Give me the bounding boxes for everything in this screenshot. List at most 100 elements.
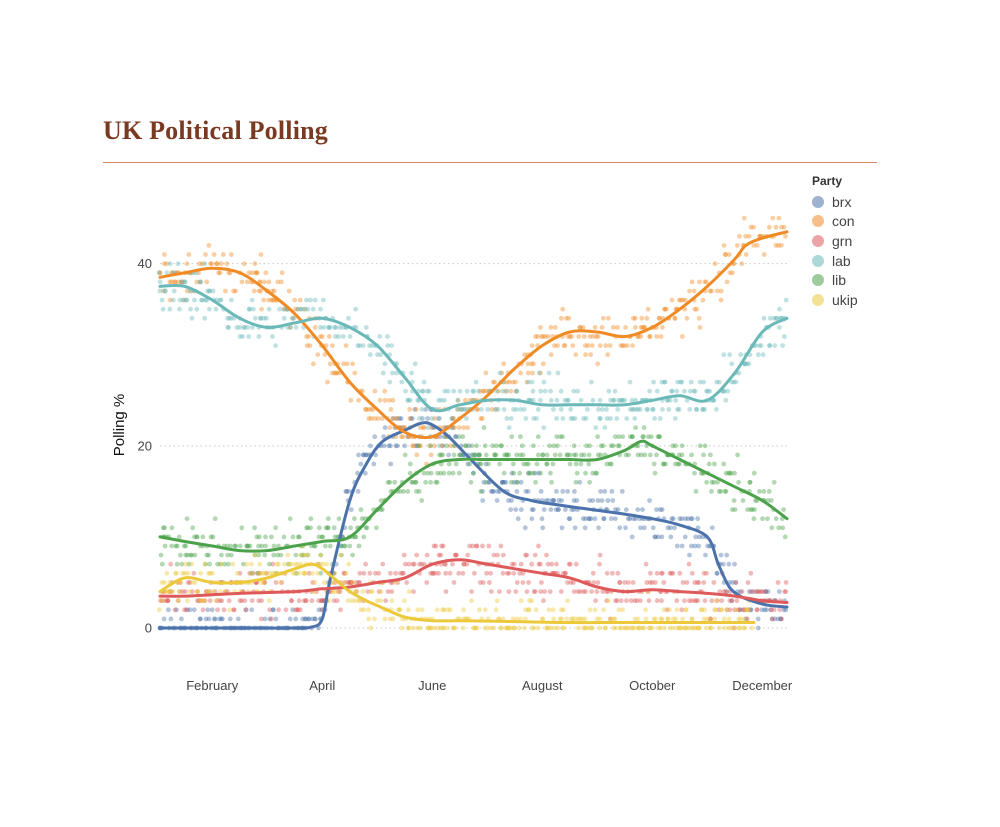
poll-point-grn xyxy=(693,598,699,604)
poll-point-con xyxy=(589,343,595,348)
poll-point-grn xyxy=(566,561,572,567)
poll-point-lab xyxy=(308,297,313,303)
poll-point-lab xyxy=(357,343,363,348)
poll-point-lab xyxy=(464,416,469,421)
poll-point-lab xyxy=(650,407,655,412)
poll-point-con xyxy=(689,279,695,285)
poll-point-lib xyxy=(677,461,682,467)
poll-point-ukip xyxy=(156,607,162,613)
poll-point-lab xyxy=(541,379,547,385)
poll-point-brx xyxy=(703,552,708,558)
poll-point-grn xyxy=(488,570,493,576)
poll-point-lib xyxy=(608,443,614,449)
legend-item-lab[interactable]: lab xyxy=(812,251,858,271)
poll-point-brx xyxy=(623,507,629,512)
poll-point-brx xyxy=(249,607,255,613)
poll-point-lab xyxy=(464,388,470,394)
poll-point-lib xyxy=(325,525,331,531)
poll-point-con xyxy=(343,343,349,348)
poll-point-ukip xyxy=(742,616,747,622)
poll-point-con xyxy=(418,443,423,449)
legend-item-grn[interactable]: grn xyxy=(812,231,858,251)
poll-point-brx xyxy=(720,561,726,567)
poll-point-lib xyxy=(433,479,439,485)
poll-point-brx xyxy=(267,616,273,622)
poll-point-lab xyxy=(476,388,481,394)
poll-point-con xyxy=(490,379,496,385)
poll-point-ukip xyxy=(726,616,732,622)
poll-point-grn xyxy=(684,580,690,585)
poll-point-ukip xyxy=(511,625,517,631)
poll-point-con xyxy=(481,388,487,394)
poll-point-con xyxy=(687,288,692,294)
poll-point-lib xyxy=(528,470,533,476)
poll-point-brx xyxy=(413,443,419,449)
poll-point-con xyxy=(555,343,560,348)
poll-point-brx xyxy=(572,525,578,531)
poll-point-con xyxy=(660,325,665,330)
poll-point-brx xyxy=(554,489,559,494)
poll-point-ukip xyxy=(471,625,477,631)
poll-point-lab xyxy=(599,407,605,412)
poll-point-brx xyxy=(627,516,633,522)
poll-point-brx xyxy=(617,525,623,531)
poll-point-con xyxy=(580,325,586,330)
poll-point-con xyxy=(311,361,316,367)
poll-point-lab xyxy=(774,315,779,321)
poll-point-lib xyxy=(358,507,364,512)
poll-point-lab xyxy=(281,315,287,321)
poll-point-lab xyxy=(692,388,698,394)
poll-point-brx xyxy=(531,507,536,512)
poll-point-brx xyxy=(494,498,500,503)
poll-point-brx xyxy=(750,589,755,594)
poll-point-ukip xyxy=(159,598,165,604)
legend-item-con[interactable]: con xyxy=(812,212,858,232)
poll-point-ukip xyxy=(435,625,441,631)
poll-point-grn xyxy=(498,543,504,549)
poll-point-con xyxy=(172,279,178,285)
poll-point-ukip xyxy=(210,589,216,594)
poll-point-lab xyxy=(419,407,425,412)
poll-point-grn xyxy=(735,607,741,613)
poll-point-lib xyxy=(730,507,735,512)
poll-point-lib xyxy=(615,443,621,449)
poll-point-lib xyxy=(573,452,579,458)
poll-point-grn xyxy=(472,570,477,576)
poll-point-ukip xyxy=(276,561,281,567)
poll-point-grn xyxy=(707,616,713,622)
poll-point-con xyxy=(680,297,686,303)
poll-point-ukip xyxy=(691,625,697,631)
poll-point-grn xyxy=(689,598,694,604)
poll-point-ukip xyxy=(670,616,676,622)
poll-point-con xyxy=(562,343,568,348)
poll-point-ukip xyxy=(427,625,433,631)
poll-point-lib xyxy=(751,516,757,522)
poll-point-grn xyxy=(746,607,751,613)
poll-point-lab xyxy=(596,407,601,412)
poll-point-grn xyxy=(162,598,168,604)
legend-item-brx[interactable]: brx xyxy=(812,192,858,212)
legend-item-lib[interactable]: lib xyxy=(812,270,858,290)
poll-point-lib xyxy=(173,543,179,549)
poll-point-con xyxy=(261,279,267,285)
poll-point-grn xyxy=(411,561,417,567)
poll-point-con xyxy=(684,315,690,321)
poll-point-brx xyxy=(692,543,698,549)
poll-point-con xyxy=(420,425,426,430)
poll-point-ukip xyxy=(560,625,565,631)
poll-point-ukip xyxy=(659,616,665,622)
poll-point-lab xyxy=(665,397,670,403)
poll-point-lib xyxy=(765,516,770,522)
poll-point-ukip xyxy=(498,625,504,631)
poll-point-lab xyxy=(687,388,693,394)
poll-point-grn xyxy=(618,598,624,604)
poll-point-ukip xyxy=(565,598,570,604)
poll-point-lib xyxy=(160,525,166,531)
poll-point-lab xyxy=(555,370,561,376)
poll-point-lab xyxy=(426,388,432,394)
poll-point-brx xyxy=(293,616,299,622)
poll-point-brx xyxy=(503,479,509,485)
legend-item-ukip[interactable]: ukip xyxy=(812,290,858,310)
poll-point-lab xyxy=(631,407,636,412)
poll-point-con xyxy=(333,370,339,376)
